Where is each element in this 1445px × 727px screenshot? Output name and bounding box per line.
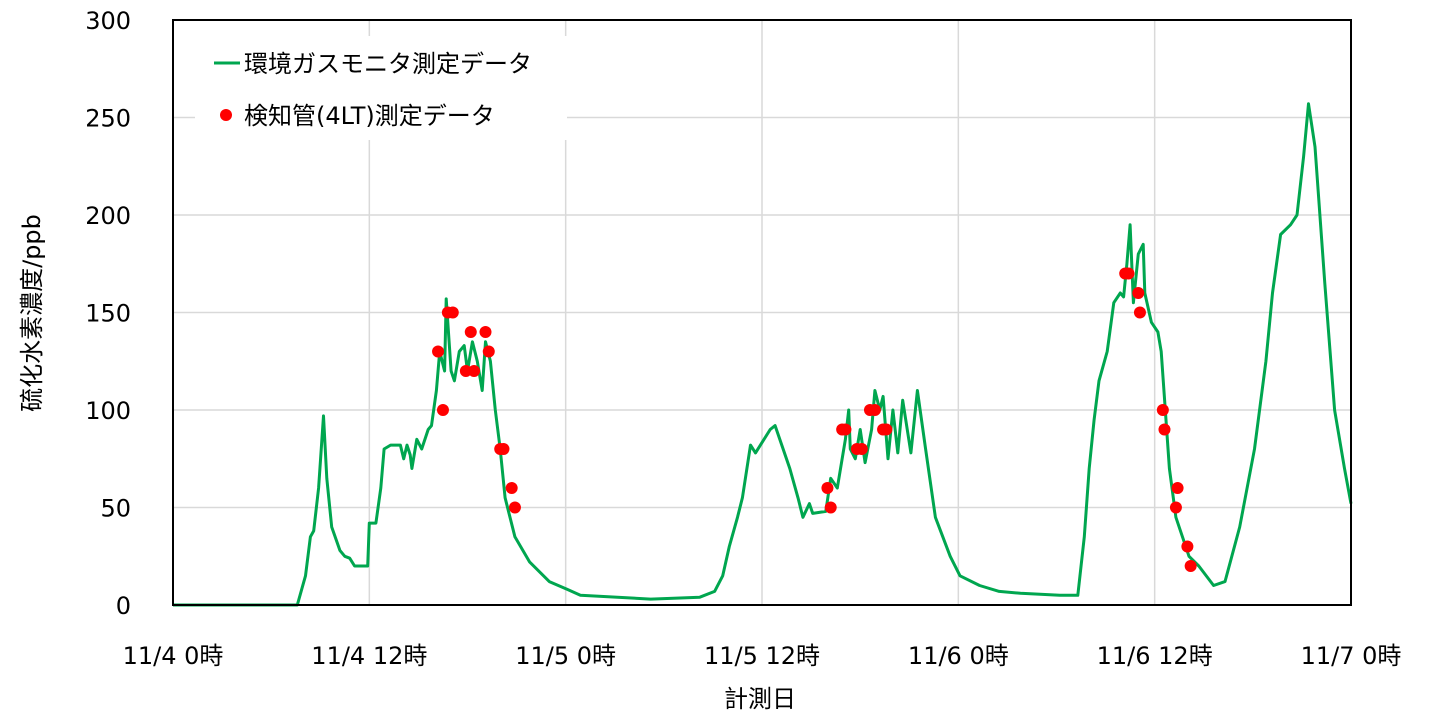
data-point-tube xyxy=(497,443,510,455)
data-point-tube xyxy=(479,326,492,338)
y-tick-label: 150 xyxy=(85,300,131,328)
y-tick-label: 200 xyxy=(85,202,131,230)
y-tick-label: 0 xyxy=(116,592,131,620)
x-tick-label: 11/6 12時 xyxy=(1097,642,1213,670)
data-point-tube xyxy=(824,501,837,514)
data-point-tube xyxy=(482,345,495,358)
data-point-tube xyxy=(436,404,449,416)
legend: 環境ガスモニタ測定データ 検知管(4LT)測定データ xyxy=(195,36,567,140)
x-tick-label: 11/4 0時 xyxy=(123,642,224,670)
data-point-tube xyxy=(1181,540,1194,553)
y-tick-label: 250 xyxy=(85,105,131,133)
data-point-tube xyxy=(1158,423,1171,436)
legend-label-monitor: 環境ガスモニタ測定データ xyxy=(244,50,532,78)
data-point-tube xyxy=(1122,267,1135,280)
data-point-tube xyxy=(868,404,881,416)
data-point-tube xyxy=(1133,306,1146,319)
series-layer xyxy=(173,102,1353,607)
x-tick-label: 11/7 0時 xyxy=(1301,642,1402,670)
axes: 0 50 100 150 200 250 300 11/4 0時 11/4 12時 11/5 0時… xyxy=(85,7,1401,670)
data-point-tube xyxy=(821,482,834,494)
x-tick-label: 11/6 0時 xyxy=(908,642,1009,670)
legend-dot-swatch xyxy=(220,109,232,121)
x-axis-title: 計測日 xyxy=(724,685,796,713)
x-tick-label: 11/5 12時 xyxy=(704,642,820,670)
y-tick-label: 100 xyxy=(85,397,131,425)
data-point-tube xyxy=(432,345,445,358)
data-point-tube xyxy=(446,306,459,319)
data-point-tube xyxy=(839,423,852,436)
data-point-tube xyxy=(468,365,481,377)
data-point-tube xyxy=(505,482,518,494)
y-tick-label: 300 xyxy=(85,7,131,35)
legend-label-tube: 検知管(4LT)測定データ xyxy=(244,102,495,130)
data-point-tube xyxy=(1171,482,1184,494)
data-point-tube xyxy=(464,326,477,338)
data-point-tube xyxy=(880,423,893,436)
data-point-tube xyxy=(1156,404,1169,416)
series-line-monitor xyxy=(173,102,1353,607)
y-axis-title: 硫化水素濃度/ppb xyxy=(18,214,46,412)
data-point-tube xyxy=(855,443,868,455)
data-point-tube xyxy=(1184,560,1197,572)
data-point-tube xyxy=(1132,287,1145,299)
data-point-tube xyxy=(508,501,521,514)
plot-border xyxy=(172,19,1352,606)
x-tick-label: 11/5 0時 xyxy=(515,642,616,670)
x-tick-label: 11/4 12時 xyxy=(311,642,427,670)
legend-background xyxy=(195,36,567,140)
data-point-tube xyxy=(1169,501,1182,514)
y-tick-label: 50 xyxy=(100,495,131,523)
